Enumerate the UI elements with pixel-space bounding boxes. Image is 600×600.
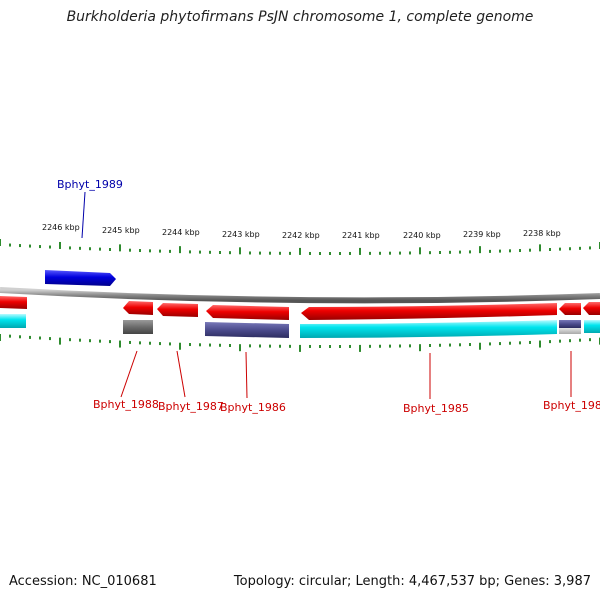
rna-bphyt-1984[interactable]	[559, 320, 581, 328]
scale-label: 2243 kbp	[222, 230, 260, 239]
scale-label: 2245 kbp	[102, 226, 140, 235]
rna-bphyt-1986[interactable]	[205, 322, 289, 338]
gene-bphyt-1988-arrow[interactable]	[123, 301, 153, 315]
leader-line-bphyt-1986	[245, 351, 248, 399]
gene-bphyt-1986-arrow[interactable]	[206, 305, 289, 320]
pseudogene-bphyt-1988[interactable]	[123, 320, 153, 334]
gene-bphyt-1985-arrow[interactable]	[301, 303, 557, 320]
scale-label: 2241 kbp	[342, 231, 380, 240]
cds-track	[0, 314, 600, 338]
cds-right-edge[interactable]	[584, 320, 600, 333]
gene-label-bphyt-1987[interactable]: Bphyt_1987	[158, 400, 224, 413]
scale-ticks-lower	[0, 334, 600, 352]
gene-label-bphyt-1988[interactable]: Bphyt_1988	[93, 398, 159, 411]
reverse-strand-track	[0, 296, 600, 320]
gene-bphyt-1987-arrow[interactable]	[157, 303, 198, 317]
gene-label-bphyt-1984[interactable]: Bphyt_1984	[543, 399, 600, 412]
scale-label: 2242 kbp	[282, 231, 320, 240]
cds-left-edge[interactable]	[0, 314, 26, 328]
cds-bphyt-1985[interactable]	[300, 320, 557, 338]
scale-labels: 2246 kbp 2245 kbp 2244 kbp 2243 kbp 2242…	[42, 223, 561, 240]
scale-label: 2246 kbp	[42, 223, 80, 232]
accession-text: Accession: NC_010681	[9, 574, 157, 589]
scale-label: 2238 kbp	[523, 229, 561, 238]
scale-label: 2239 kbp	[463, 230, 501, 239]
scale-label: 2244 kbp	[162, 228, 200, 237]
gene-label-bphyt-1989[interactable]: Bphyt_1989	[57, 178, 123, 191]
gene-label-bphyt-1985[interactable]: Bphyt_1985	[403, 402, 469, 415]
gene-label-bphyt-1986[interactable]: Bphyt_1986	[220, 401, 286, 414]
leader-line-bphyt-1988	[120, 350, 138, 398]
topology-summary: Topology: circular; Length: 4,467,537 bp…	[233, 574, 591, 589]
gene-right-edge-arrow[interactable]	[583, 302, 600, 315]
gene-left-edge-arrow[interactable]	[0, 296, 27, 309]
scale-ticks-upper	[0, 239, 600, 255]
scale-label: 2240 kbp	[403, 231, 441, 240]
genome-backbone	[0, 287, 600, 304]
gene-bphyt-1984-arrow[interactable]	[559, 303, 581, 315]
leader-line-bphyt-1989	[81, 191, 86, 239]
leader-line-bphyt-1987	[176, 350, 186, 398]
map-title: Burkholderia phytofirmans PsJN chromosom…	[66, 9, 534, 25]
cds-bphyt-1984-under[interactable]	[559, 328, 581, 334]
gene-bphyt-1989-arrow[interactable]	[45, 270, 116, 286]
